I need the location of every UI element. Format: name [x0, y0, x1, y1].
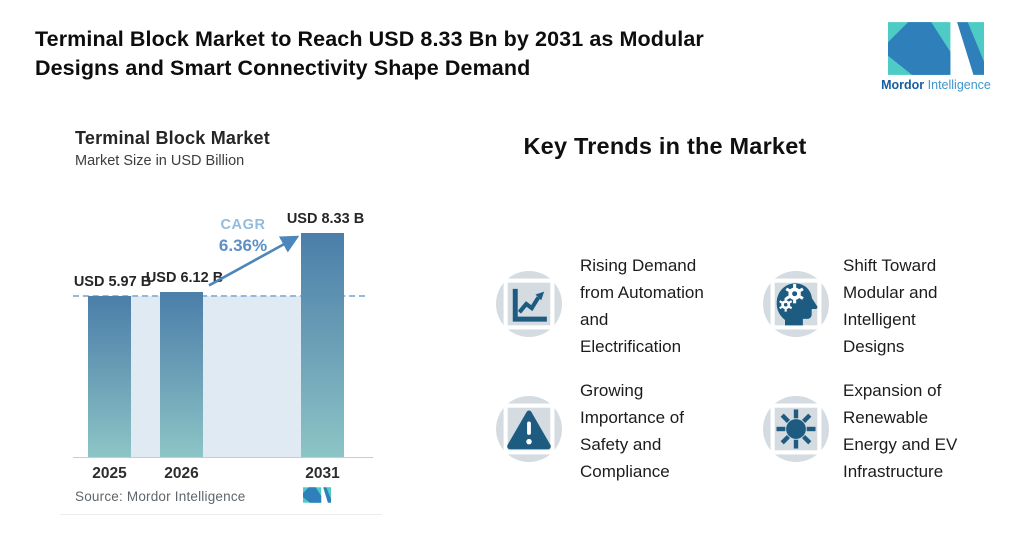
page-title: Terminal Block Market to Reach USD 8.33 … — [35, 27, 704, 81]
bar-value-label: USD 8.33 B — [286, 211, 365, 227]
trend-item-label: Growing Importance of Safety and Complia… — [580, 381, 684, 481]
mordor-logo-mini-icon — [303, 487, 331, 503]
head-gears-icon — [770, 278, 822, 330]
warning-triangle-icon — [503, 403, 555, 455]
cagr-annotation: CAGR 6.36% — [219, 216, 267, 257]
trend-item-label: Shift Toward Modular and Intelligent Des… — [843, 256, 938, 356]
x-tick-label: 2025 — [92, 465, 127, 482]
x-tick-label: 2026 — [164, 465, 199, 482]
trend-item-icon-circle — [763, 271, 829, 337]
cagr-label: CAGR — [220, 217, 266, 233]
trend-item-label: Rising Demand from Automation and Electr… — [580, 256, 704, 356]
trend-item-icon-circle — [763, 396, 829, 462]
bar-2026 — [160, 292, 203, 457]
brand-wordmark: Mordor Intelligence — [878, 78, 994, 92]
brand-name-bold: Mordor — [881, 78, 925, 92]
cagr-arrow — [208, 235, 300, 287]
guide-dashed-line — [73, 295, 365, 298]
sun-icon — [770, 403, 822, 455]
mordor-logo-icon — [888, 22, 984, 75]
trend-item-icon-circle — [496, 271, 562, 337]
brand-logo: Mordor Intelligence — [878, 22, 994, 92]
chart-source: Source: Mordor Intelligence — [75, 489, 246, 504]
chart-subtitle: Market Size in USD Billion — [75, 153, 245, 169]
bar-chart-plot: USD 5.97 B 2025 USD 6.12 B 2026 USD 8.33 B 20… — [73, 207, 373, 482]
bar-value-label: USD 6.12 B — [145, 270, 224, 287]
bar-2031 — [301, 233, 344, 457]
bar-2025 — [88, 296, 131, 457]
chart-title: Terminal Block Market — [75, 128, 270, 148]
trend-item-icon-circle — [496, 396, 562, 462]
bar-value-label: USD 5.97 B — [73, 274, 152, 291]
x-tick-label: 2031 — [305, 465, 340, 482]
card-divider — [60, 514, 382, 515]
x-axis-line — [73, 457, 373, 458]
cagr-value: 6.36% — [218, 235, 268, 255]
line-chart-icon — [503, 278, 555, 330]
trend-item-label: Expansion of Renewable Energy and EV Inf… — [843, 381, 958, 481]
brand-name-light: Intelligence — [927, 78, 991, 92]
trends-heading: Key Trends in the Market — [523, 133, 807, 159]
